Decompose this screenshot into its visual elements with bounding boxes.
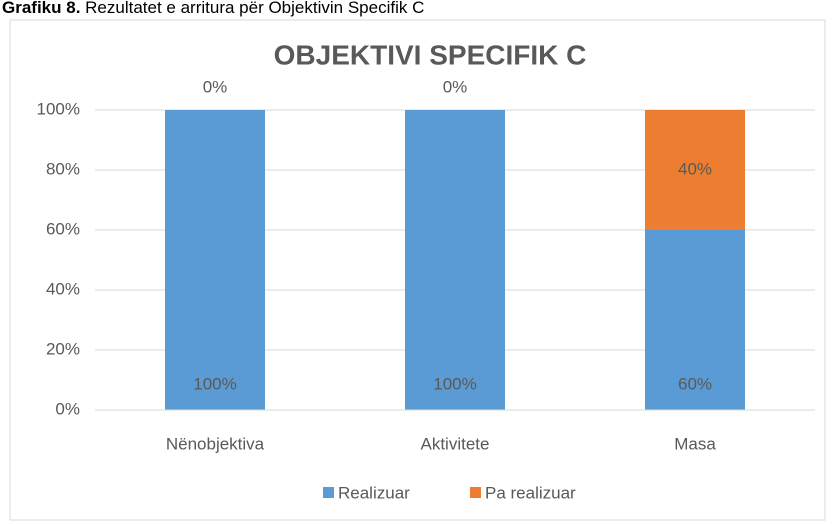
y-tick-label: 40% — [46, 279, 80, 298]
y-tick-label: 0% — [55, 399, 80, 418]
legend-swatch — [323, 487, 334, 498]
y-tick-label: 100% — [37, 99, 80, 118]
legend-label: Pa realizuar — [485, 483, 576, 502]
chart-title: OBJEKTIVI SPECIFIK C — [274, 39, 587, 70]
bar-segment — [645, 230, 745, 410]
caption-text: Rezultatet e arritura për Objektivin Spe… — [85, 0, 424, 17]
caption-label: Grafiku 8. — [2, 0, 80, 17]
legend-swatch — [470, 487, 481, 498]
x-tick-label: Masa — [674, 434, 716, 453]
bar-segment — [645, 110, 745, 230]
data-label: 100% — [193, 374, 236, 393]
y-tick-label: 80% — [46, 159, 80, 178]
data-label: 40% — [678, 159, 712, 178]
y-tick-label: 60% — [46, 219, 80, 238]
x-tick-label: Aktivitete — [421, 434, 490, 453]
bar-segment — [405, 110, 505, 410]
data-label: 0% — [443, 77, 468, 96]
data-label: 0% — [203, 77, 228, 96]
x-tick-label: Nënobjektiva — [166, 434, 265, 453]
y-tick-label: 20% — [46, 339, 80, 358]
data-label: 60% — [678, 374, 712, 393]
legend-label: Realizuar — [338, 483, 410, 502]
data-label: 100% — [433, 374, 476, 393]
bar-segment — [165, 110, 265, 410]
caption: Grafiku 8. Rezultatet e arritura për Obj… — [2, 0, 424, 17]
